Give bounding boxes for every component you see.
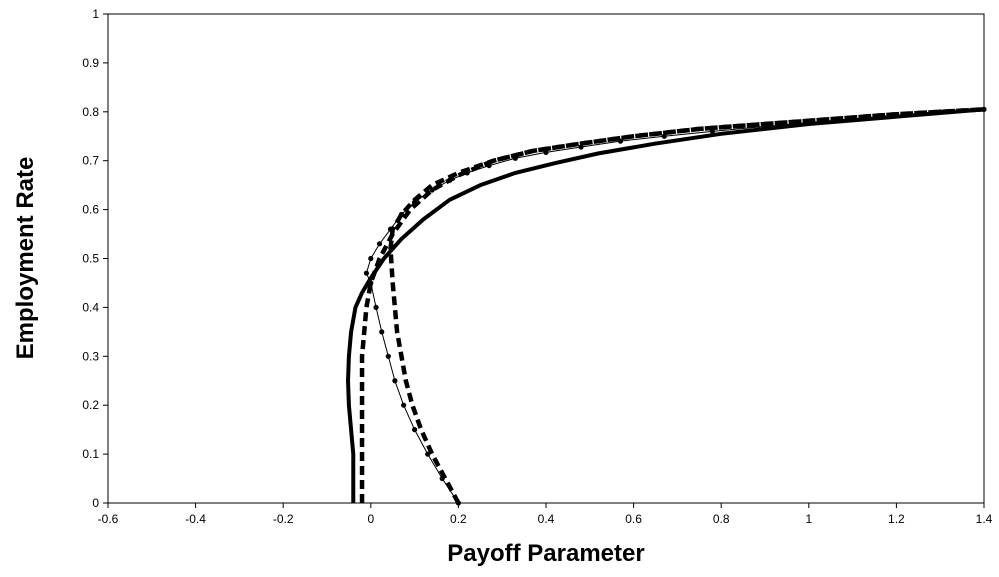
series-point — [368, 280, 374, 286]
series-point — [447, 177, 453, 183]
x-tick-label: 1.2 — [888, 512, 905, 526]
series-point — [363, 270, 370, 276]
x-axis-title: Payoff Parameter — [447, 540, 644, 567]
x-axis-ticks: -0.6 -0.4 -0.2 0 0.2 0.4 0.6 0.8 1 1.2 1.4 — [98, 503, 993, 526]
y-tick-label: 0.2 — [82, 398, 99, 412]
series-point — [512, 155, 518, 161]
y-tick-label: 0 — [92, 496, 99, 510]
y-tick-label: 0.5 — [82, 252, 99, 266]
series-point — [385, 353, 391, 359]
series-point — [486, 162, 492, 169]
series-point — [412, 427, 418, 433]
x-tick-label: -0.6 — [98, 512, 119, 526]
x-tick-label: 0.4 — [538, 512, 555, 526]
series-point — [376, 241, 383, 247]
plot-area — [107, 13, 985, 504]
y-tick-label: 0.6 — [82, 203, 99, 217]
series-point — [368, 255, 374, 262]
x-tick-label: 0.8 — [713, 512, 730, 526]
series-layer — [346, 106, 987, 506]
series-point — [398, 211, 405, 218]
y-tick-label: 0.8 — [82, 105, 99, 119]
series-point — [379, 329, 385, 335]
series-point — [880, 114, 886, 120]
series-point — [661, 133, 667, 139]
series-point — [439, 475, 445, 482]
series-point — [401, 402, 407, 408]
series-point — [709, 128, 716, 134]
series-point — [937, 109, 943, 115]
y-tick-label: 1 — [92, 7, 99, 21]
x-tick-label: 1.4 — [976, 512, 993, 526]
series-point — [392, 378, 398, 384]
y-axis-ticks: 0 0.1 0.2 0.3 0.4 0.5 0.6 0.7 0.8 0.9 1 — [82, 7, 108, 510]
y-tick-label: 0.4 — [82, 300, 99, 314]
x-tick-label: -0.2 — [273, 512, 294, 526]
x-tick-label: 0.2 — [450, 512, 467, 526]
series-point — [464, 170, 470, 176]
series-point — [543, 149, 549, 155]
y-tick-label: 0.7 — [82, 154, 99, 168]
series-point — [429, 187, 435, 193]
series-point — [455, 500, 461, 506]
series-point — [617, 138, 624, 144]
x-tick-label: 0 — [367, 512, 374, 526]
x-tick-label: 0.6 — [625, 512, 642, 526]
series-point — [819, 118, 825, 125]
series-line-3 — [388, 107, 985, 505]
series-point — [981, 106, 987, 112]
y-axis-title: Employment Rate — [12, 157, 39, 360]
series-point — [762, 123, 768, 130]
series-point — [373, 304, 379, 310]
x-tick-label: 1 — [805, 512, 812, 526]
series-point — [578, 144, 584, 150]
y-tick-label: 0.9 — [82, 56, 99, 70]
y-tick-label: 0.1 — [82, 447, 99, 461]
x-tick-label: -0.4 — [185, 512, 206, 526]
series-point — [412, 199, 418, 205]
series-point — [425, 451, 431, 457]
series-point — [387, 226, 394, 232]
y-tick-label: 0.3 — [82, 349, 99, 363]
